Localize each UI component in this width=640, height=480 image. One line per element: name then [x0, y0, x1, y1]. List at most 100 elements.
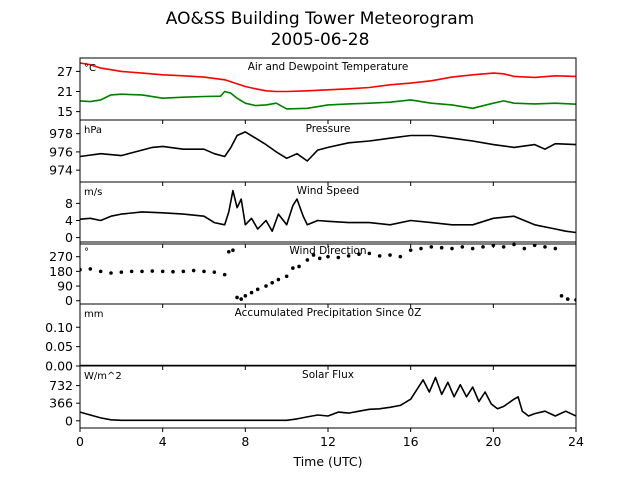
- panel-1-series-line-0: [80, 131, 576, 162]
- wind-direction-point: [367, 251, 372, 256]
- wind-direction-point: [109, 271, 113, 275]
- panel-2: 0 4 8 m/s Wind Speed: [65, 181, 577, 248]
- wind-direction-point: [336, 255, 341, 260]
- wind-direction-point: [291, 266, 295, 270]
- wind-direction-point: [522, 246, 527, 251]
- wind-direction-point: [419, 246, 423, 251]
- wind-direction-point: [202, 269, 206, 274]
- panel-unit-label: °: [84, 247, 89, 258]
- wind-direction-point: [212, 270, 217, 274]
- panel-0-series-line-1: [80, 90, 576, 110]
- panel-5: 0 366 732 W/m^2 Solar Flux: [49, 365, 577, 432]
- wind-direction-point: [377, 254, 382, 258]
- wind-direction-point: [305, 258, 310, 262]
- panel-2-series-line-0: [80, 189, 576, 234]
- y-tick-label: 180: [49, 264, 73, 279]
- panel-4: 0.00 0.05 0.10 mm Accumulated Precipitation …: [45, 303, 577, 374]
- x-tick-label: 8: [241, 434, 249, 449]
- wind-direction-point: [559, 294, 564, 298]
- y-tick-label: 732: [49, 378, 73, 393]
- x-tick-label: 16: [403, 434, 419, 449]
- wind-direction-point: [317, 256, 322, 261]
- y-tick-label: 0: [65, 230, 73, 245]
- wind-direction-point: [450, 246, 454, 251]
- y-tick-label: 978: [49, 126, 73, 141]
- panel-1: 974 976 978 hPa Pressure: [49, 119, 577, 186]
- wind-direction-point: [239, 297, 243, 301]
- wind-direction-point: [311, 253, 316, 257]
- x-tick-label: 0: [76, 434, 84, 449]
- figure-title-line-2: 2005-06-28: [271, 30, 370, 50]
- wind-direction-point: [88, 267, 93, 271]
- wind-direction-point: [553, 246, 558, 251]
- wind-direction-point: [119, 270, 124, 274]
- wind-direction-point: [481, 245, 485, 249]
- wind-direction-point: [491, 243, 496, 248]
- y-tick-label: 0.05: [45, 339, 73, 354]
- wind-direction-point: [129, 269, 134, 274]
- panel-unit-label: hPa: [84, 125, 102, 136]
- panel-title: Wind Direction: [289, 245, 366, 257]
- y-tick-label: 270: [49, 249, 73, 264]
- wind-direction-point: [439, 245, 444, 250]
- y-tick-label: 976: [49, 144, 73, 159]
- wind-direction-point: [264, 284, 268, 288]
- wind-direction-point: [150, 269, 155, 273]
- wind-direction-point: [231, 248, 235, 252]
- y-tick-label: 21: [57, 84, 73, 99]
- x-tick-label: 12: [320, 434, 336, 449]
- panel-title: Wind Speed: [297, 185, 360, 197]
- panel-0: 15 21 27 °C Air and Dewpoint Temperature: [57, 57, 577, 124]
- wind-direction-point: [222, 272, 227, 277]
- wind-direction-point: [255, 287, 260, 292]
- panel-5-series-line-0: [80, 376, 576, 422]
- y-tick-label: 4: [65, 213, 73, 228]
- panel-unit-label: mm: [84, 309, 103, 320]
- x-tick-label: 4: [159, 434, 167, 449]
- x-axis: 0 4 8 12 16 20 24: [76, 434, 584, 449]
- wind-direction-point: [326, 254, 330, 259]
- wind-direction-point: [284, 274, 289, 279]
- panel-title: Solar Flux: [302, 369, 354, 381]
- y-tick-label: 15: [57, 104, 73, 119]
- wind-direction-point: [429, 245, 434, 249]
- wind-direction-point: [191, 268, 196, 273]
- wind-direction-point: [140, 269, 144, 274]
- panel-unit-label: °C: [84, 63, 96, 74]
- wind-direction-point: [501, 245, 506, 249]
- wind-direction-point: [171, 269, 175, 274]
- y-tick-label: 366: [49, 396, 73, 411]
- wind-direction-point: [543, 245, 547, 249]
- wind-direction-point: [346, 254, 351, 258]
- wind-direction-point: [470, 246, 475, 251]
- wind-direction-point: [532, 243, 537, 248]
- panel-unit-label: W/m^2: [84, 371, 122, 382]
- wind-direction-point: [181, 269, 186, 274]
- panel-3-series-0: [80, 242, 576, 302]
- figure-title-line-1: AO&SS Building Tower Meteorogram: [166, 9, 474, 29]
- wind-direction-point: [270, 280, 275, 285]
- y-tick-label: 0.10: [45, 320, 73, 335]
- wind-direction-point: [512, 242, 516, 247]
- panel-title: Accumulated Precipitation Since 0Z: [235, 307, 422, 319]
- wind-direction-point: [98, 269, 103, 274]
- panel-0-series-line-0: [80, 62, 576, 93]
- wind-direction-point: [235, 295, 239, 300]
- wind-direction-point: [408, 248, 413, 252]
- panel-title: Pressure: [306, 123, 351, 135]
- panel-unit-label: m/s: [84, 187, 102, 198]
- wind-direction-point: [388, 253, 392, 257]
- wind-direction-point: [243, 294, 248, 298]
- wind-direction-point: [460, 245, 465, 249]
- x-axis-label: Time (UTC): [292, 454, 362, 469]
- y-tick-label: 0.00: [45, 359, 73, 374]
- wind-direction-point: [357, 252, 361, 257]
- y-tick-label: 0: [65, 413, 73, 428]
- panel-title: Air and Dewpoint Temperature: [248, 61, 409, 73]
- wind-direction-point: [276, 277, 281, 282]
- x-tick-label: 20: [485, 434, 501, 449]
- y-tick-label: 974: [49, 163, 73, 178]
